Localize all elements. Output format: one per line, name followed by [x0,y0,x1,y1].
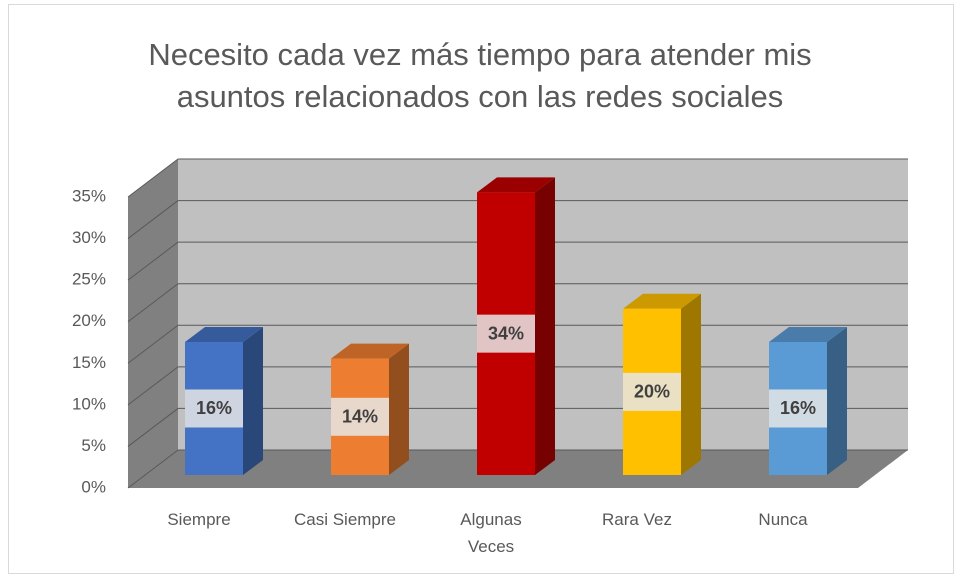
bar-top [623,293,701,309]
value-label-box [769,389,827,428]
y-tick-label: 5% [81,436,106,455]
x-tick-label: Rara Vez [602,510,672,529]
bar-top [185,326,263,342]
bar-top [769,326,847,342]
chart-title: Necesito cada vez más tiempo para atende… [148,37,812,114]
grid-line-side [127,200,179,239]
x-tick-label: Nunca [758,510,808,529]
bar-side [535,177,555,476]
grid-line-side [127,324,179,364]
x-tick-label: Siempre [167,510,231,529]
side-wall [128,159,178,488]
y-tick-label: 15% [72,353,106,372]
grid-line-side [127,158,179,198]
bar-side [389,343,409,475]
grid-line-side [127,283,179,323]
value-label: 16% [196,398,232,418]
value-label-box [477,314,535,353]
y-tick-label: 20% [72,311,106,330]
bar-side [827,326,847,475]
y-tick-label: 35% [72,186,106,205]
bar-side [681,293,701,475]
value-label-box [331,397,389,436]
y-tick-label: 25% [72,270,106,289]
grid-line-side [127,241,179,281]
value-label: 16% [780,398,816,418]
value-label: 34% [488,323,524,343]
value-label-box [185,389,243,428]
x-tick-label: Algunas Veces [460,510,522,556]
bar-top [477,177,555,193]
value-label: 20% [634,382,670,402]
value-label: 14% [342,407,378,427]
grid-line [127,158,908,198]
grid-line-side [127,408,179,447]
value-label-box [623,372,681,411]
y-tick-label: 30% [72,228,106,247]
x-tick-label: Casi Siempre [293,510,397,529]
bar-top [331,343,409,359]
chart-frame [8,4,954,574]
grid-line-side [127,366,179,406]
y-tick-label: 10% [72,394,106,413]
grid-line-side [127,449,179,489]
bar-side [243,326,263,475]
y-tick-label: 0% [81,477,106,496]
